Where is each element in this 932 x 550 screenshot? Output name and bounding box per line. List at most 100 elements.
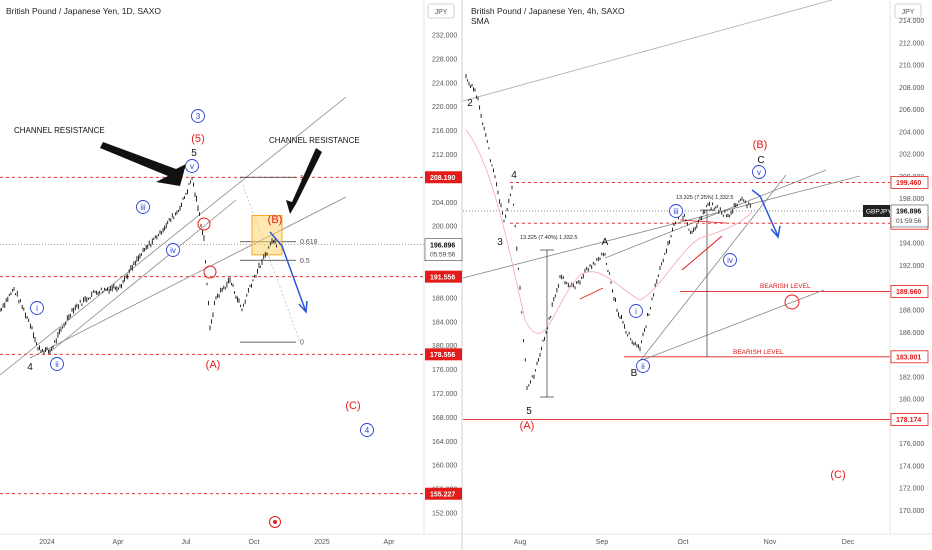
wave-label: v bbox=[190, 162, 194, 171]
sma-curve bbox=[465, 129, 753, 334]
fib-level-label: 1 bbox=[300, 175, 304, 182]
left-drawings: 1 0.618 0.5 0 CHANNEL RESISTANCE CHANNEL RESI… bbox=[0, 96, 424, 528]
right-currency-badge[interactable] bbox=[894, 3, 922, 19]
measure-label: 13.325 (7.40%) 1,332.5 bbox=[520, 235, 578, 241]
wave-circle bbox=[136, 200, 150, 214]
left-y-tick: 160.000 bbox=[432, 463, 457, 470]
right-price-tag bbox=[890, 350, 929, 364]
wave-circle bbox=[50, 357, 64, 371]
right-y-tick: 212.000 bbox=[899, 40, 924, 47]
right-channel-upper bbox=[462, 175, 861, 279]
left-channel-lower bbox=[29, 196, 347, 359]
wave-label: iii bbox=[140, 203, 146, 212]
left-target-dot bbox=[273, 520, 277, 524]
left-currency-badge[interactable] bbox=[427, 3, 455, 19]
right-y-tick: 204.000 bbox=[899, 129, 924, 136]
right-price-tag-text: 189.660 bbox=[896, 289, 921, 296]
right-price-tag-text: 178.174 bbox=[896, 417, 921, 424]
right-projection-arrowhead bbox=[770, 225, 781, 239]
wave-label: 4 bbox=[511, 170, 517, 181]
left-trendline bbox=[49, 199, 237, 353]
bearish-level-label: BEARISH LEVEL bbox=[760, 283, 811, 290]
left-price-series bbox=[0, 176, 277, 355]
right-target-circle bbox=[784, 294, 800, 310]
wave-circle bbox=[191, 109, 205, 123]
right-x-tick: Sep bbox=[596, 539, 609, 546]
wave-circle bbox=[185, 159, 199, 173]
wave-circle bbox=[752, 165, 766, 179]
left-y-tick: 168.000 bbox=[432, 415, 457, 422]
left-y-tick: 204.000 bbox=[432, 200, 457, 207]
left-y-tick: 184.000 bbox=[432, 319, 457, 326]
wave-label: (A) bbox=[206, 359, 221, 371]
right-price-bars bbox=[465, 74, 751, 390]
wave-label: 2 bbox=[467, 98, 473, 109]
right-price-tag bbox=[890, 176, 929, 189]
right-y-tick: 174.000 bbox=[899, 463, 924, 470]
left-time-axis: 2024 Apr Jul Oct 2025 Apr bbox=[39, 539, 395, 546]
left-x-tick: Oct bbox=[249, 539, 260, 546]
symbol-tag bbox=[863, 204, 890, 217]
right-y-tick: 192.000 bbox=[899, 263, 924, 270]
right-channel-lower bbox=[639, 289, 825, 362]
right-y-tick: 180.000 bbox=[899, 397, 924, 404]
wave-label: 4 bbox=[27, 362, 33, 373]
right-y-tick: 176.000 bbox=[899, 441, 924, 448]
wave-circle bbox=[166, 243, 180, 257]
fib-diagonal bbox=[239, 177, 301, 343]
right-chart-title: British Pound / Japanese Yen, 4h, SAXO bbox=[471, 6, 625, 16]
left-y-tick: 224.000 bbox=[432, 80, 457, 87]
left-y-tick: 220.000 bbox=[432, 104, 457, 111]
wave-label: (C) bbox=[345, 400, 360, 412]
channel-resistance-label: CHANNEL RESISTANCE bbox=[14, 126, 105, 135]
left-projection-arrow bbox=[269, 231, 307, 313]
left-y-tick: 164.000 bbox=[432, 439, 457, 446]
right-red-segment bbox=[579, 287, 604, 300]
right-channel-top bbox=[462, 0, 833, 102]
left-last-price-tag bbox=[424, 238, 463, 261]
right-y-tick: 208.000 bbox=[899, 85, 924, 92]
right-price-tag-text: 183.801 bbox=[896, 354, 921, 361]
wave-label: C bbox=[757, 155, 764, 166]
right-y-tick: 194.000 bbox=[899, 241, 924, 248]
wave-label: iv bbox=[727, 256, 733, 265]
right-x-tick: Aug bbox=[514, 539, 527, 546]
left-y-tick: 176.000 bbox=[432, 367, 457, 374]
left-price-tag bbox=[425, 270, 462, 283]
wave-label: iii bbox=[673, 207, 679, 216]
measure-label: 13.325 (7.25%) 1,332.5 bbox=[676, 195, 734, 201]
left-price-bars bbox=[0, 176, 277, 355]
right-y-tick: 214.000 bbox=[899, 18, 924, 25]
left-y-tick: 188.000 bbox=[432, 295, 457, 302]
left-x-tick: 2024 bbox=[39, 539, 55, 546]
right-x-tick: Dec bbox=[842, 539, 855, 546]
left-y-tick: 172.000 bbox=[432, 391, 457, 398]
left-target-circle bbox=[269, 516, 281, 528]
wave-label: 3 bbox=[196, 112, 201, 121]
channel-resistance-arrow bbox=[286, 148, 322, 214]
right-price-series bbox=[465, 74, 753, 390]
right-x-tick: Oct bbox=[678, 539, 689, 546]
right-price-labels: 199.460195.796189.660183.801178.174GBPJP… bbox=[863, 176, 929, 426]
left-chart-title: British Pound / Japanese Yen, 1D, SAXO bbox=[6, 6, 161, 16]
wave-circle bbox=[629, 304, 643, 318]
right-wedge-lower bbox=[639, 174, 787, 362]
left-x-tick: Apr bbox=[113, 539, 125, 546]
wave-circle bbox=[669, 204, 683, 218]
wave-label: (B) bbox=[753, 139, 768, 151]
right-price-tag bbox=[890, 285, 929, 298]
channel-resistance-label: CHANNEL RESISTANCE bbox=[269, 136, 360, 145]
left-x-tick: 2025 bbox=[314, 539, 330, 546]
left-countdown-text: 05:59:56 bbox=[430, 252, 456, 259]
left-price-tag bbox=[425, 348, 462, 361]
left-currency-label: JPY bbox=[435, 9, 448, 16]
wave-label: (B) bbox=[268, 214, 283, 226]
right-time-axis: Aug Sep Oct Nov Dec bbox=[514, 539, 855, 546]
wave-label: (A) bbox=[520, 420, 535, 432]
left-y-tick: 180.000 bbox=[432, 343, 457, 350]
wave-label: 5 bbox=[191, 148, 197, 159]
right-y-tick: 206.000 bbox=[899, 107, 924, 114]
wave-circle bbox=[723, 253, 737, 267]
right-y-tick: 198.000 bbox=[899, 196, 924, 203]
